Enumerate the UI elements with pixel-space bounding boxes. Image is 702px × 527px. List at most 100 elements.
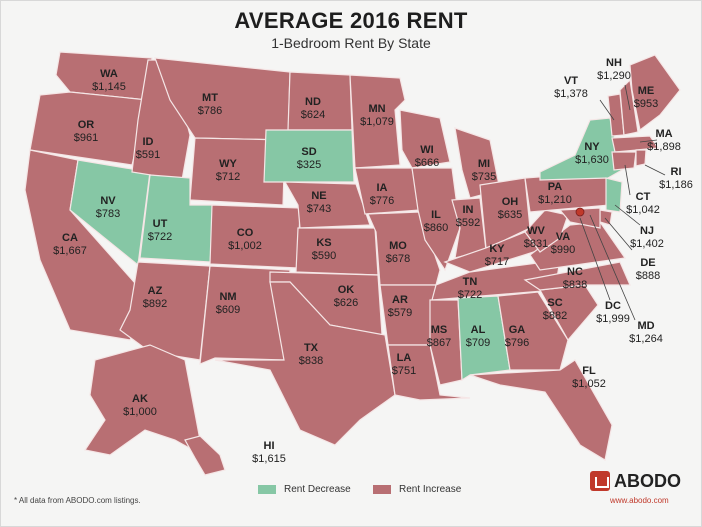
state-label: NH $1,290 [597, 57, 631, 83]
state-MS [429, 299, 463, 386]
state-CT [611, 151, 637, 171]
state-rent: $325 [296, 159, 322, 171]
state-abbr: KY [489, 243, 505, 255]
state-abbr: AZ [147, 285, 163, 297]
state-rent: $831 [523, 238, 549, 250]
state-rent: $743 [306, 203, 332, 215]
state-GA [497, 291, 569, 371]
state-abbr: WY [219, 158, 237, 170]
state-abbr: MI [477, 158, 491, 170]
leader-line-nj [614, 204, 641, 226]
leader-line-ri [644, 164, 666, 176]
state-label: DC $1,999 [596, 300, 630, 326]
state-KS [295, 227, 379, 276]
state-abbr: MT [202, 92, 218, 104]
state-label: NC $838 [563, 266, 587, 292]
state-label: MT $786 [198, 92, 222, 118]
state-label: CA $1,667 [53, 232, 87, 258]
legend-label-increase: Rent Increase [399, 484, 462, 495]
state-rent: $1,186 [659, 179, 693, 191]
state-rent: $1,290 [597, 70, 631, 82]
state-rent: $735 [471, 171, 497, 183]
state-rent: $783 [95, 208, 121, 220]
state-FL [469, 359, 613, 461]
state-rent: $590 [311, 250, 337, 262]
state-label: MD $1,264 [629, 320, 663, 346]
state-abbr: DC [605, 300, 621, 312]
state-rent: $666 [414, 157, 440, 169]
state-rent: $609 [215, 304, 241, 316]
state-rent: $709 [465, 337, 491, 349]
state-label: MO $678 [386, 240, 410, 266]
state-label: NJ $1,402 [630, 225, 664, 251]
state-RI [635, 149, 647, 167]
brand-url: www.abodo.com [610, 496, 669, 505]
state-rent: $1,999 [596, 313, 630, 325]
leader-line-dc [579, 217, 611, 301]
state-abbr: AK [132, 393, 148, 405]
state-label: ID $591 [136, 136, 160, 162]
state-rent: $786 [197, 105, 223, 117]
state-abbr: CO [236, 227, 254, 239]
leader-line-vt [599, 99, 615, 121]
state-rent: $1,145 [92, 81, 126, 93]
state-abbr: CT [635, 191, 651, 203]
brand-logo: ABODO [614, 471, 681, 491]
state-label: AR $579 [388, 294, 412, 320]
state-label: NM $609 [216, 291, 240, 317]
state-rent: $961 [73, 132, 99, 144]
state-rent: $626 [333, 297, 359, 309]
state-label: CO $1,002 [228, 227, 262, 253]
state-abbr: SC [547, 297, 563, 309]
state-label: IA $776 [370, 182, 394, 208]
leader-lines [579, 84, 666, 321]
state-rent: $1,079 [360, 116, 394, 128]
state-label: NY $1,630 [575, 141, 609, 167]
state-AK [84, 344, 221, 466]
state-label: NV $783 [96, 195, 120, 221]
state-NM [199, 265, 291, 365]
state-abbr: GA [508, 324, 526, 336]
state-rent: $751 [391, 365, 417, 377]
state-WV [524, 209, 569, 253]
state-shapes [24, 51, 681, 476]
state-rent: $776 [369, 195, 395, 207]
state-rent: $838 [562, 279, 588, 291]
state-label: KY $717 [485, 243, 509, 269]
legend-swatch-decrease [258, 484, 276, 494]
state-NH [619, 78, 639, 136]
state-abbr: CA [62, 232, 78, 244]
state-abbr: NY [584, 141, 600, 153]
state-abbr: MA [655, 128, 673, 140]
state-label: DE $888 [636, 257, 660, 283]
state-rent: $882 [542, 310, 568, 322]
state-abbr: WI [420, 144, 434, 156]
state-abbr: DE [640, 257, 656, 269]
state-abbr: AR [392, 294, 408, 306]
state-abbr: WA [100, 68, 118, 80]
state-rent: $1,898 [647, 141, 681, 153]
state-abbr: VT [563, 75, 579, 87]
state-label: ME $953 [634, 85, 658, 111]
state-label: IL $860 [424, 209, 448, 235]
state-abbr: MD [637, 320, 655, 332]
state-abbr: PA [547, 181, 563, 193]
state-rent: $1,002 [228, 240, 262, 252]
map-subtitle: 1-Bedroom Rent By State [271, 35, 431, 51]
state-abbr: ND [305, 96, 321, 108]
state-rent: $1,630 [575, 154, 609, 166]
state-OH [479, 177, 531, 249]
legend-decrease: Rent Decrease [258, 484, 351, 495]
state-MA [611, 135, 660, 153]
state-abbr: HI [263, 440, 275, 452]
state-abbr: FL [582, 365, 596, 377]
state-label: TX $838 [299, 342, 323, 368]
footnote: * All data from ABODO.com listings. [14, 496, 141, 505]
state-label: VT $1,378 [554, 75, 588, 101]
state-TX [214, 281, 396, 446]
state-rent: $591 [135, 149, 161, 161]
state-label: WV $831 [524, 225, 548, 251]
state-rent: $624 [300, 109, 326, 121]
state-IL [411, 167, 461, 272]
state-AL [457, 295, 511, 382]
